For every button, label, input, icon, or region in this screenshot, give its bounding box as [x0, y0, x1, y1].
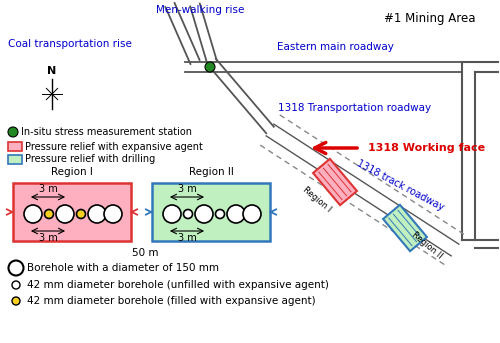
Text: 42 mm diameter borehole (filled with expansive agent): 42 mm diameter borehole (filled with exp… [27, 296, 316, 306]
Circle shape [12, 281, 20, 289]
Circle shape [195, 205, 213, 223]
Text: Pressure relief with drilling: Pressure relief with drilling [25, 154, 155, 165]
Circle shape [216, 210, 224, 218]
FancyBboxPatch shape [13, 183, 131, 241]
FancyBboxPatch shape [8, 142, 22, 151]
Circle shape [8, 127, 18, 137]
Text: #1 Mining Area: #1 Mining Area [384, 12, 476, 25]
Text: 50 m: 50 m [132, 248, 158, 258]
Circle shape [12, 297, 20, 305]
Text: Eastern main roadway: Eastern main roadway [276, 42, 394, 52]
Text: In-situ stress measurement station: In-situ stress measurement station [21, 127, 192, 137]
Circle shape [88, 205, 106, 223]
Circle shape [24, 205, 42, 223]
FancyBboxPatch shape [152, 183, 270, 241]
Text: Borehole with a diameter of 150 mm: Borehole with a diameter of 150 mm [27, 263, 219, 273]
Text: N: N [48, 66, 56, 76]
Text: Region II: Region II [188, 167, 234, 177]
Text: 3 m: 3 m [38, 233, 58, 243]
Circle shape [56, 205, 74, 223]
FancyBboxPatch shape [8, 155, 22, 164]
Circle shape [104, 205, 122, 223]
Circle shape [227, 205, 245, 223]
Text: Region II: Region II [410, 230, 444, 260]
Text: 3 m: 3 m [38, 184, 58, 194]
Text: 3 m: 3 m [178, 184, 197, 194]
Circle shape [243, 205, 261, 223]
Circle shape [205, 62, 215, 72]
Polygon shape [313, 159, 357, 205]
Text: 1318 Working face: 1318 Working face [368, 143, 485, 153]
Circle shape [8, 260, 24, 275]
Text: 3 m: 3 m [178, 233, 197, 243]
Text: 1318 Transportation roadway: 1318 Transportation roadway [278, 103, 432, 113]
Circle shape [44, 210, 54, 218]
Circle shape [76, 210, 86, 218]
Text: 42 mm diameter borehole (unfilled with expansive agent): 42 mm diameter borehole (unfilled with e… [27, 280, 329, 290]
Circle shape [163, 205, 181, 223]
Text: Region I: Region I [51, 167, 93, 177]
Circle shape [184, 210, 192, 218]
Text: 1318 track roadway: 1318 track roadway [355, 158, 445, 212]
Polygon shape [383, 205, 427, 251]
Text: Pressure relief with expansive agent: Pressure relief with expansive agent [25, 142, 203, 152]
Text: Region I: Region I [301, 186, 333, 214]
Text: Coal transportation rise: Coal transportation rise [8, 39, 132, 49]
Text: Men-walking rise: Men-walking rise [156, 5, 244, 15]
